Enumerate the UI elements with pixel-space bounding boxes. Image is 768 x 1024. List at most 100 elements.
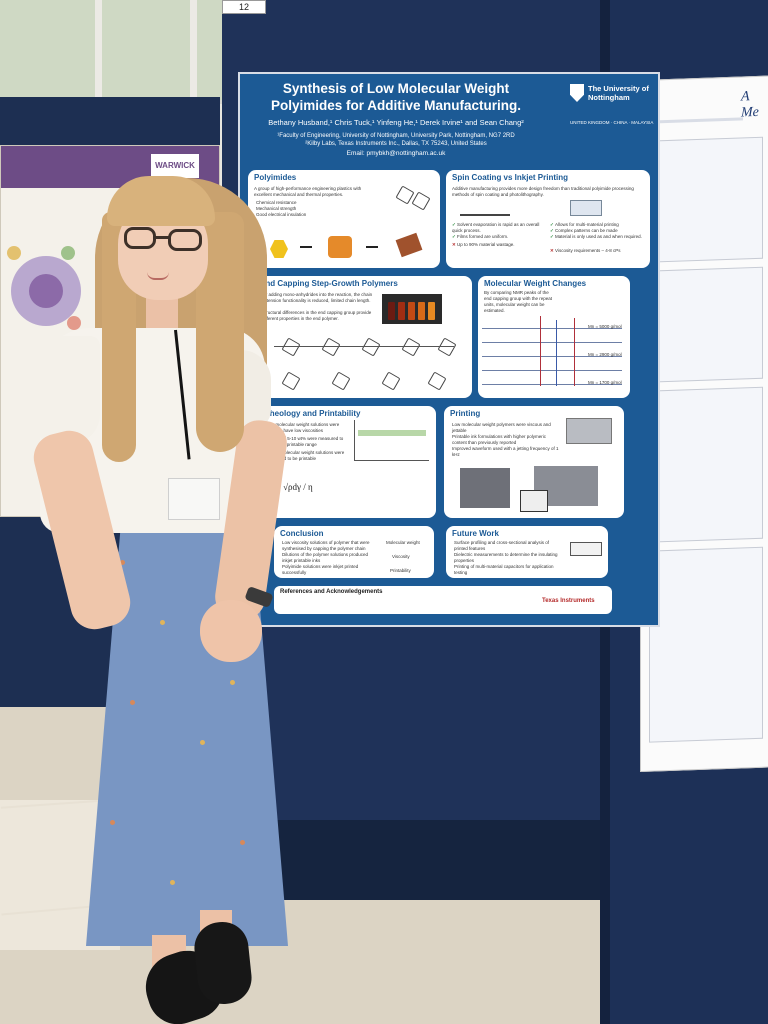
bullet: Low viscosity solutions of polymer that … (282, 540, 370, 551)
inkjet-diagram (570, 200, 602, 216)
printable-range (358, 430, 426, 436)
text-line (653, 117, 743, 124)
bullet: Dielectric measurements to determine the… (454, 552, 558, 563)
poster-right-panel (649, 266, 763, 383)
panel-spin-vs-inkjet: Spin Coating vs Inkjet Printing Additive… (446, 170, 650, 268)
section-text: Additive manufacturing provides more des… (452, 186, 634, 197)
poster-left-logo: WARWICK (151, 154, 199, 178)
section-heading: Polyimides (254, 173, 297, 182)
end-cap-structure (331, 371, 351, 391)
poster-header: Synthesis of Low Molecular Weight Polyim… (240, 74, 658, 166)
panel-rheology: Rheology and Printability Low molecular … (258, 406, 436, 518)
window (0, 0, 225, 104)
end-cap-structure (381, 371, 401, 391)
university-campuses: UNITED KINGDOM · CHINA · MALAYSIA (570, 120, 654, 125)
panel-references: References and Acknowledgements Texas In… (274, 586, 612, 614)
section-heading: Rheology and Printability (264, 409, 361, 418)
bullet: Low molecular weight solutions were foun… (266, 422, 340, 433)
university-name: The University of Nottingham (588, 84, 649, 102)
diagram-label: Viscosity (392, 554, 410, 559)
diagram-circle (67, 316, 81, 330)
series-label: Mn = 5000 g/mol (588, 324, 622, 329)
sponsor-logo: Texas Instruments (542, 598, 595, 604)
chemical-structure (411, 191, 431, 211)
section-heading: Molecular Weight Changes (484, 279, 587, 288)
flower-print (130, 700, 135, 705)
poster-email: Email: pmybkh@nottingham.ac.uk (346, 150, 446, 157)
arrow (300, 246, 312, 248)
university-logo: The University of Nottingham UNITED KING… (570, 82, 654, 125)
series-label: Mn = 2900 g/mol (588, 352, 622, 357)
bullet: Good electrical insulation (256, 212, 307, 217)
panel-polyimides: Polyimides A group of high-performance e… (248, 170, 440, 268)
diagram-circle (61, 246, 75, 260)
bullet: Printable ink formulations with higher p… (452, 434, 547, 445)
capacitor-diagram (570, 542, 602, 556)
nmr-spectrum (482, 370, 622, 371)
poster-affiliation-1: ¹Faculty of Engineering, University of N… (277, 133, 515, 139)
series-label: Mn = 1700 g/mol (588, 380, 622, 385)
panel-future-work: Future Work Surface profiling and cross-… (446, 526, 608, 578)
vial (418, 302, 425, 320)
bullet: By adding mono-anhydrides into the react… (262, 292, 373, 303)
nmr-spectrum (482, 356, 622, 357)
poster-right-panel (649, 546, 763, 743)
inkjet-pro: ✓ Material is only used as and when requ… (550, 234, 642, 239)
poster-right-panel (649, 386, 763, 543)
chemical-structure (321, 337, 341, 357)
nmr-spectrum (482, 342, 622, 343)
poster-title-line2: Polyimides for Additive Manufacturing. (270, 98, 522, 113)
section-heading: Future Work (452, 529, 499, 538)
bullet: Structural differences in the end cappin… (262, 310, 372, 321)
spin-coater-diagram (460, 202, 510, 216)
end-cap-structure (281, 371, 301, 391)
flower-print (120, 560, 125, 565)
panel-conclusion: Conclusion Low viscosity solutions of po… (274, 526, 434, 578)
bullet: Improved waveform used with a jetting fr… (452, 446, 559, 457)
crest-icon (570, 84, 584, 102)
clasped-hands (200, 600, 262, 662)
diagram-label: Printability (390, 568, 411, 573)
bullet: Mechanical strength (256, 206, 297, 211)
inset-image (520, 490, 548, 512)
smile (147, 272, 169, 280)
polyimide-powder (270, 240, 288, 258)
panel-molecular-weight: Molecular Weight Changes By comparing NM… (478, 276, 630, 398)
printed-pattern-image (460, 468, 510, 508)
spin-con: ✕ Up to 90% material wastage. (452, 242, 515, 247)
spin-pro: ✓ Films formed are uniform. (452, 234, 509, 239)
poster-main: Synthesis of Low Molecular Weight Polyim… (238, 72, 660, 627)
inkjet-pro: ✓ Allows for multi-material printing (550, 222, 619, 227)
nmr-spectrum (482, 328, 622, 329)
vial (408, 302, 415, 320)
viscosity-chart (354, 420, 429, 461)
inkjet-con: ✕ Viscosity requirements – 4-8 cPs (550, 248, 621, 253)
diagram-label: Molecular weight (386, 540, 420, 545)
poster-body: Polyimides A group of high-performance e… (240, 166, 658, 625)
board-number-tag: 12 (222, 0, 266, 14)
sample-vials-photo (382, 294, 442, 324)
vial (398, 302, 405, 320)
equation: Z = √ρdγ / η (268, 482, 313, 492)
flower-print (240, 840, 245, 845)
name-badge (168, 478, 220, 520)
poster-title: Synthesis of Low Molecular Weight Polyim… (246, 80, 546, 114)
glasses (155, 236, 169, 239)
printer-photo (566, 418, 612, 444)
section-heading: Conclusion (280, 529, 324, 538)
bullet: Polyimide solutions were inkjet printed … (282, 564, 359, 575)
flower-print (170, 880, 175, 885)
section-heading: Spin Coating vs Inkjet Printing (452, 173, 569, 182)
flexible-circuit (395, 232, 423, 258)
inkjet-pro: ✓ Complex patterns can be made (550, 228, 618, 233)
poster-right-panel (649, 136, 763, 263)
flower-print (230, 680, 235, 685)
nmr-peak (556, 320, 557, 386)
nmr-peak (540, 316, 541, 386)
chemical-structure (281, 337, 301, 357)
vial (388, 302, 395, 320)
polymer-backbone (274, 346, 454, 347)
blouse-sleeve (22, 336, 100, 444)
window-frame (190, 0, 197, 100)
